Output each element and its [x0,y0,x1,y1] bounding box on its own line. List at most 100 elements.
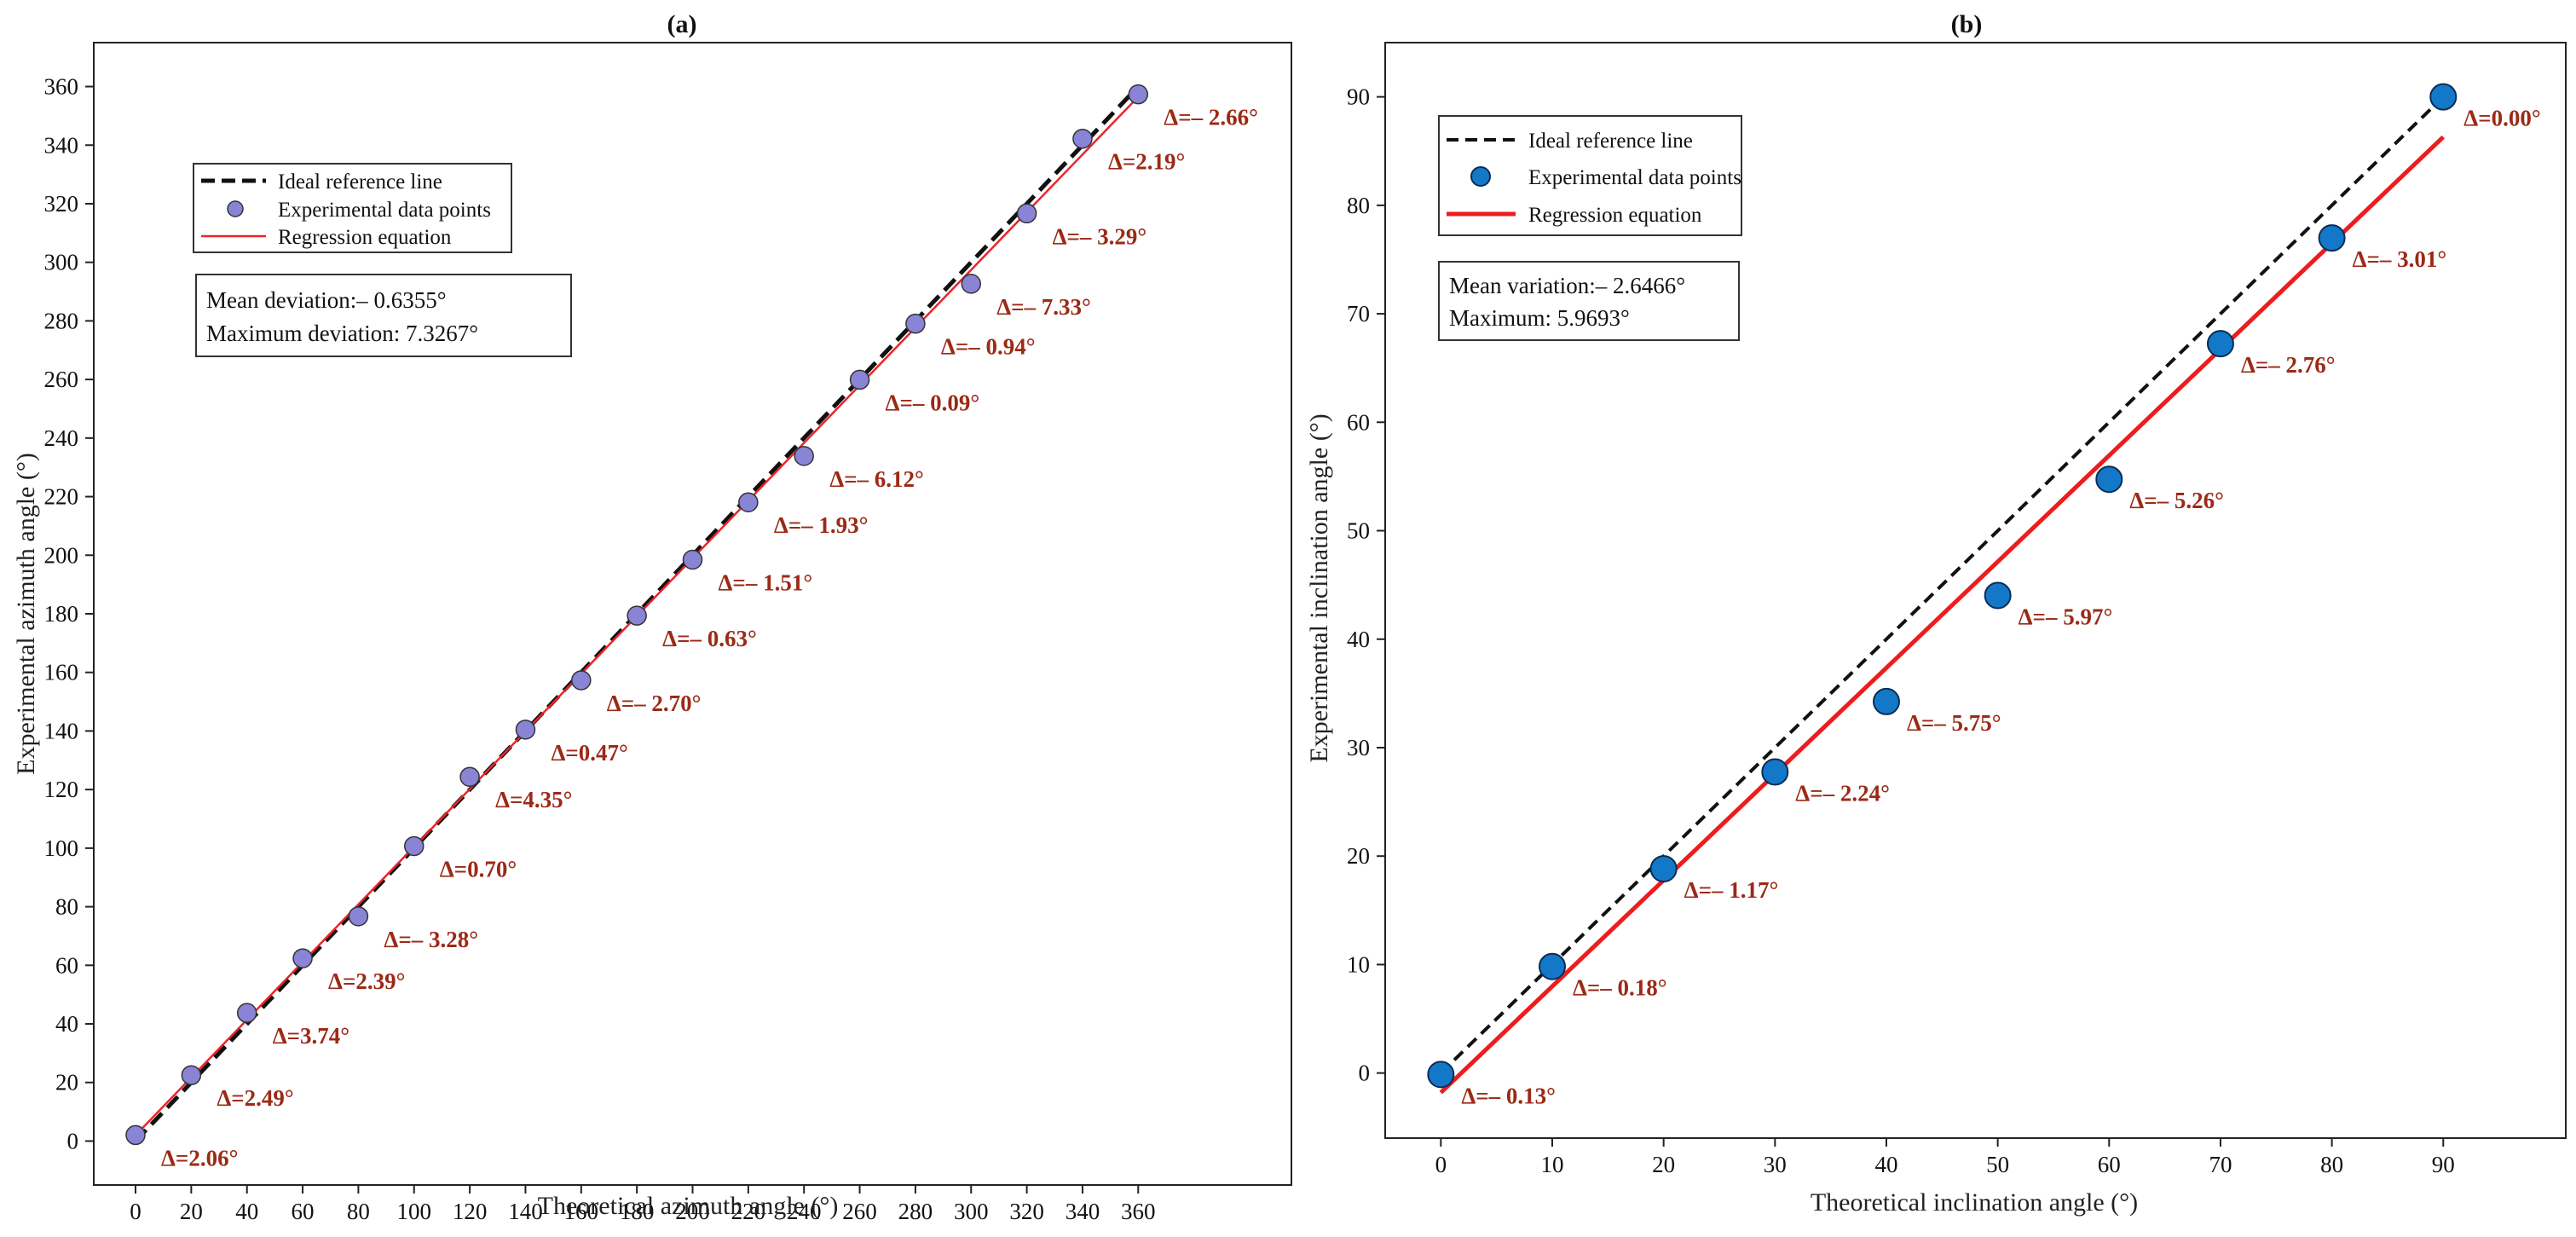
data-point [2318,224,2346,252]
y-tick-label: 30 [1347,735,1370,760]
deviation-label: Δ=– 3.01° [2353,246,2447,272]
deviation-label: Δ=2.39° [328,968,405,994]
y-tick-label: 60 [1347,409,1370,435]
x-tick-label: 80 [347,1199,370,1224]
panel-b-inclination: (b) Δ=– 0.13° Δ=– 0.18° Δ=– 1.17° Δ=– 2.24°… [1305,10,2567,1217]
panel-a-azimuth: (a) Δ=2.06° Δ=2.49° Δ=3.74° Δ=2.39° Δ=– 3.28… [12,10,1292,1224]
deviation-label: Δ=– 5.75° [1907,710,2001,736]
x-tick-label: 200 [675,1199,710,1224]
data-point [961,274,981,294]
panel-b-plot-frame [1384,42,2567,1139]
deviation-label: Δ=– 2.76° [2241,352,2336,378]
deviation-label: Δ=2.19° [1108,149,1185,175]
panel-a-max-deviation: Maximum deviation: 7.3267° [206,321,478,346]
deviation-label: Δ=– 1.17° [1684,877,1779,903]
x-tick-label: 180 [620,1199,655,1224]
x-tick-label: 340 [1066,1199,1100,1224]
y-tick-label: 70 [1347,301,1370,327]
x-tick-label: 320 [1009,1199,1044,1224]
y-tick-label: 90 [1347,84,1370,110]
data-point [459,766,480,787]
deviation-label: Δ=– 5.97° [2019,604,2113,629]
y-tick-label: 20 [1347,843,1370,869]
panel-b-x-axis-label: Theoretical inclination angle (°) [1811,1188,2138,1217]
y-tick-label: 220 [44,484,79,510]
deviation-label: Δ=– 0.13° [1461,1083,1556,1108]
panel-b-title: (b) [1951,10,1983,38]
data-point [1016,203,1037,224]
x-tick-label: 260 [842,1199,877,1224]
deviation-label: Δ=– 2.70° [607,691,702,716]
y-tick-label: 0 [67,1128,79,1153]
x-tick-label: 160 [564,1199,599,1224]
panel-a-x-axis-label: Theoretical azimuth angle (°) [538,1192,839,1220]
x-tick-label: 120 [453,1199,488,1224]
legend-regression-label: Regression equation [1528,204,1702,227]
legend-points-swatch [227,200,244,217]
legend-points-label: Experimental data points [1528,166,1741,189]
x-tick-label: 40 [235,1199,258,1224]
deviation-label: Δ=– 2.66° [1164,105,1258,130]
y-tick-label: 300 [44,250,79,275]
y-tick-label: 10 [1347,951,1370,977]
panel-b-y-axis-label: Experimental inclination angle (°) [1305,413,1333,762]
deviation-label: Δ=– 3.29° [1053,223,1147,249]
deviation-label: Δ=– 5.26° [2129,488,2224,513]
legend-points-swatch [1470,166,1491,187]
regression-line [1439,135,2445,1095]
deviation-label: Δ=– 6.12° [829,466,924,492]
x-tick-label: 60 [2098,1152,2121,1177]
data-point [1761,758,1789,786]
deviation-label: Δ=0.70° [440,856,517,882]
deviation-label: Δ=0.47° [551,740,627,766]
legend-ideal-label: Ideal reference line [278,171,442,194]
y-tick-label: 200 [44,542,79,568]
deviation-label: Δ=– 1.51° [719,569,813,595]
y-tick-label: 80 [1347,193,1370,218]
y-tick-label: 340 [44,132,79,158]
y-tick-label: 320 [44,191,79,217]
y-tick-label: 160 [44,660,79,685]
panel-b-mean-variation: Mean variation:– 2.6466° [1449,273,1685,298]
data-point [1984,581,2012,610]
x-tick-label: 100 [397,1199,432,1224]
y-tick-label: 120 [44,777,79,802]
data-point [1649,855,1678,883]
data-point [236,1003,257,1023]
y-tick-label: 40 [55,1011,78,1037]
deviation-label: Δ=– 0.18° [1573,975,1667,1001]
data-point [794,446,814,466]
y-tick-label: 20 [55,1070,78,1095]
data-point [292,948,313,968]
deviation-label: Δ=– 1.93° [774,512,869,538]
panel-a-mean-deviation: Mean deviation:– 0.6355° [206,287,447,313]
x-tick-label: 60 [292,1199,315,1224]
data-point [1072,128,1093,149]
data-point [849,369,870,390]
data-point [1872,687,1900,715]
deviation-label: Δ=3.74° [273,1023,349,1049]
y-tick-label: 60 [55,952,78,978]
x-tick-label: 280 [898,1199,933,1224]
data-point [627,605,647,626]
data-point [181,1065,202,1085]
x-tick-label: 360 [1121,1199,1156,1224]
x-tick-label: 0 [1435,1152,1447,1177]
y-tick-label: 240 [44,425,79,451]
x-tick-label: 90 [2432,1152,2455,1177]
x-tick-label: 140 [508,1199,543,1224]
data-point [1427,1061,1455,1089]
data-point [2206,330,2234,358]
legend-ideal-label: Ideal reference line [1528,130,1693,153]
legend-regression-label: Regression equation [278,226,452,249]
y-tick-label: 50 [1347,518,1370,544]
y-tick-label: 180 [44,601,79,627]
data-point [682,549,703,570]
y-tick-label: 280 [44,308,79,333]
data-point [2095,465,2123,494]
data-point [2429,83,2458,111]
deviation-label: Δ=– 0.63° [662,626,757,651]
x-tick-label: 30 [1764,1152,1787,1177]
x-tick-label: 40 [1874,1152,1897,1177]
